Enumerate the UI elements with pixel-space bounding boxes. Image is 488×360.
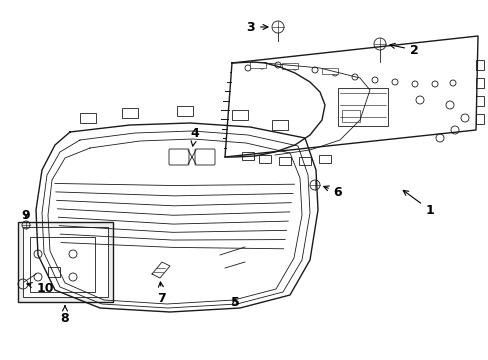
Bar [298,157,310,165]
Text: 4: 4 [190,126,199,146]
Text: 8: 8 [61,306,69,324]
Bar [80,113,96,123]
Bar [475,78,483,88]
Text: 1: 1 [403,190,433,216]
Bar [23,227,108,297]
Text: 9: 9 [21,208,30,221]
Text: 10: 10 [27,282,54,294]
Bar [279,157,290,165]
Text: 3: 3 [246,21,267,33]
Bar [242,152,253,160]
Text: 5: 5 [230,297,239,310]
Bar [30,237,95,292]
Bar [48,267,60,277]
Bar [271,120,287,130]
FancyBboxPatch shape [169,149,189,165]
Text: 2: 2 [389,44,418,57]
Bar [122,108,138,118]
Bar [475,96,483,106]
Bar [321,68,337,74]
Bar [282,63,297,69]
Bar [475,114,483,124]
Text: 7: 7 [157,282,166,305]
Bar [318,155,330,163]
FancyBboxPatch shape [195,149,215,165]
Bar [177,106,193,116]
Bar [341,110,359,122]
Bar [249,62,265,68]
Bar [475,60,483,70]
Bar [231,110,247,120]
Bar [259,155,270,163]
Bar [337,88,387,126]
Text: 6: 6 [323,185,342,198]
Bar [18,222,113,302]
